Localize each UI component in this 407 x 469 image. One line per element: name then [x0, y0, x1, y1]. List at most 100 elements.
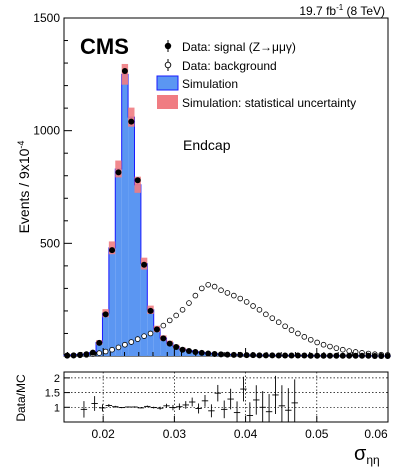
legend-simulation-label: Simulation — [182, 77, 238, 91]
background-point — [166, 317, 173, 324]
background-point — [205, 281, 211, 288]
ratio-gridlines — [64, 372, 388, 422]
x-tick-label: 0.03 — [163, 427, 187, 441]
ratio-y-tick-label: 1.5 — [45, 388, 60, 400]
background-point — [109, 346, 115, 353]
simulation-outline — [63, 73, 391, 357]
signal-point — [230, 351, 237, 358]
luminosity-label: 19.7 fb-1 (8 TeV) — [299, 3, 385, 18]
signal-point — [256, 352, 263, 359]
ratio-axes: 1 1.5 2 0.02 0.03 0.04 0.05 0.06 — [45, 373, 389, 441]
legend-entry-background: Data: background — [164, 59, 277, 73]
background-point — [346, 348, 352, 354]
background-point — [333, 345, 340, 351]
signal-point — [141, 261, 148, 268]
uncertainty-box — [134, 176, 141, 193]
background-point — [269, 315, 276, 321]
background-point — [173, 312, 179, 319]
background-point — [96, 350, 103, 356]
signal-point — [89, 349, 96, 356]
background-point — [314, 339, 320, 346]
background-point — [211, 283, 218, 290]
background-point — [192, 292, 199, 299]
energy-label: (8 TeV) — [343, 4, 385, 18]
ratio-frame — [63, 371, 389, 423]
legend-signal-label: Data: signal (Z→μμγ) — [182, 40, 296, 54]
legend-uncertainty-swatch — [157, 95, 178, 109]
background-point — [243, 299, 250, 305]
signal-point — [102, 311, 109, 318]
signal-point — [288, 352, 295, 359]
luminosity-unit-exponent: -1 — [336, 3, 344, 12]
legend: Data: signal (Z→μμγ) Data: background Si… — [156, 40, 356, 110]
background-point — [256, 307, 263, 313]
signal-point — [301, 352, 308, 359]
background-point — [147, 330, 154, 337]
x-axis-label: σηη — [354, 443, 380, 467]
simulation-bar — [172, 346, 180, 356]
main-y-tick-label: 1500 — [33, 11, 60, 25]
background-point — [339, 346, 346, 353]
legend-entry-signal: Data: signal (Z→μμγ) — [164, 40, 296, 54]
experiment-label: CMS — [80, 34, 129, 59]
background-point — [134, 336, 141, 342]
background-point — [295, 330, 301, 337]
signal-point — [275, 352, 282, 359]
ratio-points — [80, 375, 298, 422]
simulation-bar — [128, 117, 135, 356]
x-tick-label: 0.06 — [364, 427, 388, 441]
signal-point — [160, 335, 167, 342]
signal-point — [121, 67, 128, 74]
simulation-bar — [166, 342, 173, 356]
background-point — [115, 344, 122, 351]
x-tick-label: 0.05 — [305, 427, 329, 441]
x-tick-label: 0.04 — [234, 427, 258, 441]
signal-point — [192, 348, 199, 355]
signal-point — [307, 352, 314, 359]
background-point — [231, 292, 237, 299]
legend-uncertainty-label: Simulation: statistical uncertainty — [182, 96, 356, 110]
signal-point — [339, 352, 346, 359]
simulation-bar — [121, 74, 129, 356]
background-point — [128, 339, 135, 345]
main-histogram-panel: 500 1000 1500 CMS Endcap Data: signal (Z→μ… — [16, 11, 391, 359]
signal-point — [218, 351, 225, 358]
uncertainty-box — [128, 107, 135, 127]
uncertainty-box — [115, 160, 122, 178]
x-axis-label-subscript: ηη — [366, 453, 379, 467]
background-point — [122, 341, 128, 348]
background-point — [288, 327, 295, 333]
signal-point — [179, 346, 186, 353]
simulation-bar — [140, 263, 148, 356]
simulation-bar — [115, 168, 122, 356]
legend-signal-marker — [164, 42, 172, 50]
signal-point — [243, 352, 250, 359]
background-point — [179, 307, 186, 313]
signal-point — [185, 348, 192, 355]
background-point — [250, 303, 256, 309]
simulation-bar — [102, 313, 109, 356]
background-point — [327, 343, 333, 350]
signal-point — [109, 247, 116, 254]
signal-point — [153, 326, 160, 333]
legend-background-marker — [164, 61, 172, 69]
legend-simulation-swatch — [156, 75, 179, 91]
background-point — [263, 311, 269, 318]
signal-point — [294, 352, 301, 359]
background-point — [160, 322, 167, 329]
background-point — [186, 300, 192, 306]
background-point — [301, 334, 308, 340]
luminosity-value: 19.7 fb — [299, 4, 337, 18]
background-point — [237, 295, 244, 302]
signal-point — [211, 350, 218, 357]
signal-point — [115, 169, 122, 176]
background-point — [282, 323, 288, 330]
x-axis-label-symbol: σ — [354, 443, 367, 465]
signal-point — [198, 349, 205, 356]
signal-point — [371, 353, 378, 359]
y-axis-label-exponent: -4 — [16, 141, 26, 149]
signal-point — [282, 352, 289, 359]
x-tick-label: 0.02 — [91, 427, 115, 441]
background-point — [275, 319, 282, 326]
